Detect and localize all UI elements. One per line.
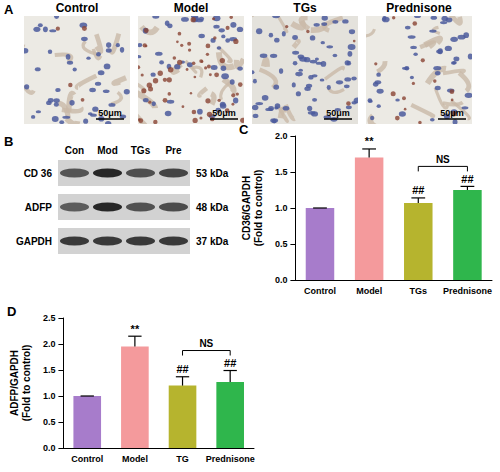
svg-text:##: ## [412,184,424,196]
svg-text:50μm: 50μm [440,108,464,118]
svg-text:53 kDa: 53 kDa [196,168,229,179]
svg-text:50μm: 50μm [212,108,236,118]
svg-text:Mod: Mod [97,145,118,156]
svg-text:**: ** [131,323,140,335]
svg-text:ADFP: ADFP [25,202,53,213]
svg-text:Model: Model [122,454,148,464]
svg-text:0.5: 0.5 [43,417,56,427]
svg-text:NS: NS [436,154,450,165]
svg-text:Model: Model [174,1,209,15]
svg-text:0.5: 0.5 [275,239,288,249]
svg-text:NS: NS [199,338,213,349]
svg-text:C: C [239,122,249,137]
svg-text:D: D [7,304,16,319]
svg-text:48 kDa: 48 kDa [196,202,229,213]
svg-text:Con: Con [65,145,84,156]
svg-text:(Fold to control): (Fold to control) [253,170,264,247]
svg-text:TG: TG [176,454,189,464]
svg-text:2.0: 2.0 [275,131,288,141]
svg-text:CD 36: CD 36 [24,168,53,179]
svg-text:1.5: 1.5 [275,167,288,177]
svg-text:##: ## [224,357,236,369]
svg-text:0.0: 0.0 [43,443,56,453]
svg-text:1.5: 1.5 [43,365,56,375]
svg-text:37 kDa: 37 kDa [196,236,229,247]
svg-text:50μm: 50μm [326,108,350,118]
svg-text:TGs: TGs [293,1,317,15]
svg-text:GAPDH: GAPDH [16,236,52,247]
svg-text:0.0: 0.0 [275,275,288,285]
svg-text:50μm: 50μm [98,108,122,118]
svg-text:TGs: TGs [410,286,428,296]
svg-text:Prednisone: Prednisone [386,1,452,15]
svg-text:ADFP/GAPDH: ADFP/GAPDH [9,350,20,416]
svg-text:Control: Control [304,286,336,296]
svg-text:2.5: 2.5 [43,313,56,323]
svg-text:1.0: 1.0 [275,203,288,213]
svg-text:Control: Control [71,454,103,464]
svg-text:##: ## [461,173,473,185]
svg-text:2.0: 2.0 [43,339,56,349]
svg-text:Control: Control [56,1,99,15]
svg-text:TGs: TGs [131,145,151,156]
svg-text:##: ## [176,363,188,375]
svg-text:**: ** [365,135,374,147]
svg-text:(Fold to control): (Fold to control) [21,345,32,422]
svg-text:B: B [4,134,13,149]
svg-text:1.0: 1.0 [43,391,56,401]
svg-text:Prednisone: Prednisone [206,454,255,464]
svg-text:Pre: Pre [165,145,182,156]
svg-text:A: A [4,2,14,17]
svg-text:Prednisone: Prednisone [443,286,492,296]
svg-text:Model: Model [356,286,382,296]
svg-text:CD36/GAPDH: CD36/GAPDH [241,176,252,240]
